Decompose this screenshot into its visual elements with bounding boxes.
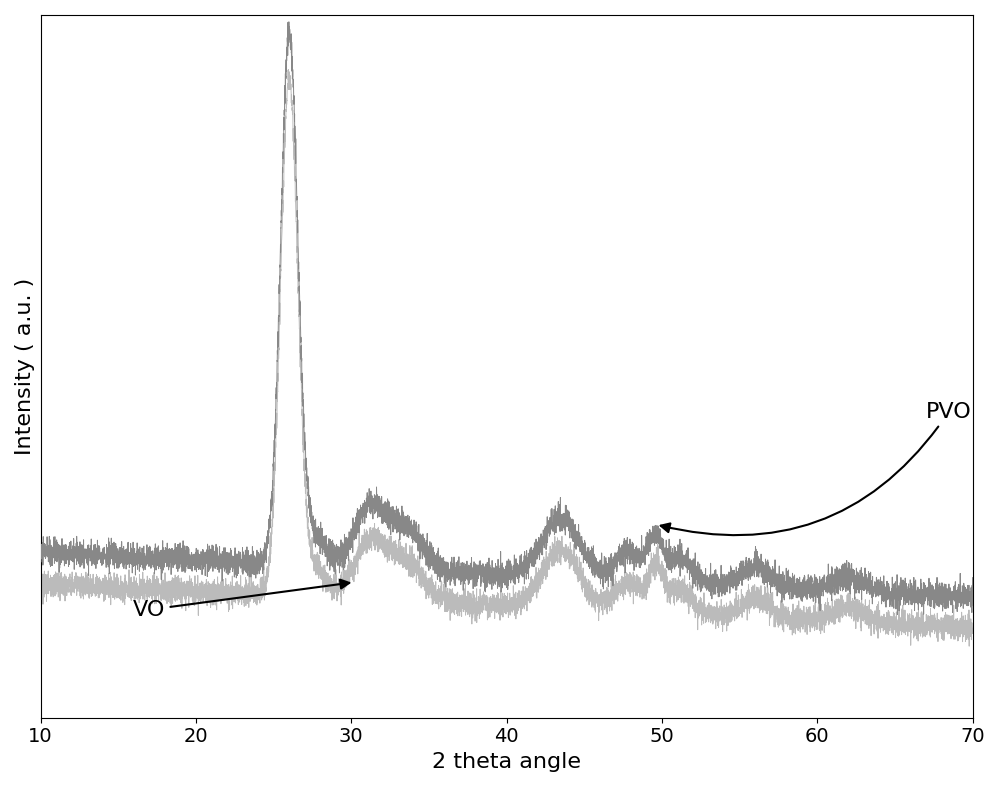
Text: PVO: PVO (661, 401, 972, 535)
Y-axis label: Intensity ( a.u. ): Intensity ( a.u. ) (15, 278, 35, 455)
X-axis label: 2 theta angle: 2 theta angle (432, 752, 581, 772)
Text: VO: VO (132, 580, 349, 620)
